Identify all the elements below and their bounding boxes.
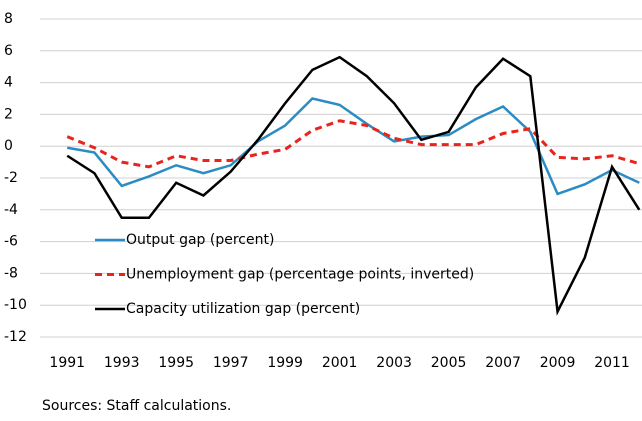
legend-label: Capacity utilization gap (percent) [126, 301, 360, 317]
x-tick-label: 1993 [104, 355, 140, 371]
x-tick-label: 1995 [158, 355, 194, 371]
source-note: Sources: Staff calculations. [42, 398, 231, 414]
y-tick-label: -12 [4, 329, 27, 345]
x-tick-label: 2003 [376, 355, 412, 371]
y-tick-label: 2 [4, 106, 13, 122]
series-line [66, 119, 640, 169]
series-line [66, 55, 641, 316]
x-tick-label: 2009 [540, 355, 576, 371]
legend-label: Output gap (percent) [126, 232, 274, 248]
x-tick-label: 2007 [485, 355, 521, 371]
y-tick-label: -8 [4, 265, 18, 281]
x-tick-label: 1991 [49, 355, 85, 371]
y-tick-label: -10 [4, 297, 27, 313]
x-tick-label: 2001 [322, 355, 358, 371]
y-tick-label: -2 [4, 170, 18, 186]
legend-label: Unemployment gap (percentage points, inv… [126, 267, 474, 283]
x-tick-label: 2011 [594, 355, 630, 371]
y-tick-label: -4 [4, 202, 18, 218]
y-tick-label: 8 [4, 11, 13, 27]
x-tick-label: 1999 [267, 355, 303, 371]
y-tick-label: 0 [4, 138, 13, 154]
series-line [67, 97, 640, 196]
y-tick-label: 4 [4, 75, 13, 91]
y-tick-label: 6 [4, 43, 13, 59]
x-tick-label: 2005 [431, 355, 467, 371]
y-tick-label: -6 [4, 234, 18, 250]
x-tick-label: 1997 [213, 355, 249, 371]
